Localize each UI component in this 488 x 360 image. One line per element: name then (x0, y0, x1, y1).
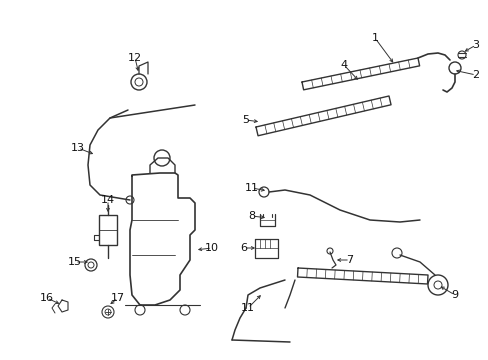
Text: 14: 14 (101, 195, 115, 205)
Text: 11: 11 (241, 303, 254, 313)
Bar (99, 215, 117, 245)
Text: 12: 12 (128, 53, 142, 63)
Text: 10: 10 (204, 243, 219, 253)
Text: 2: 2 (471, 70, 479, 80)
Text: 4: 4 (340, 60, 347, 70)
Text: 8: 8 (248, 211, 255, 221)
Text: 7: 7 (346, 255, 353, 265)
Text: 3: 3 (471, 40, 479, 50)
Text: 15: 15 (68, 257, 82, 267)
Text: 9: 9 (450, 290, 458, 300)
Text: 6: 6 (240, 243, 247, 253)
Text: 16: 16 (40, 293, 54, 303)
Text: 17: 17 (111, 293, 125, 303)
Text: 1: 1 (371, 33, 378, 43)
Text: 5: 5 (242, 115, 249, 125)
Text: 13: 13 (71, 143, 85, 153)
Text: 11: 11 (244, 183, 259, 193)
